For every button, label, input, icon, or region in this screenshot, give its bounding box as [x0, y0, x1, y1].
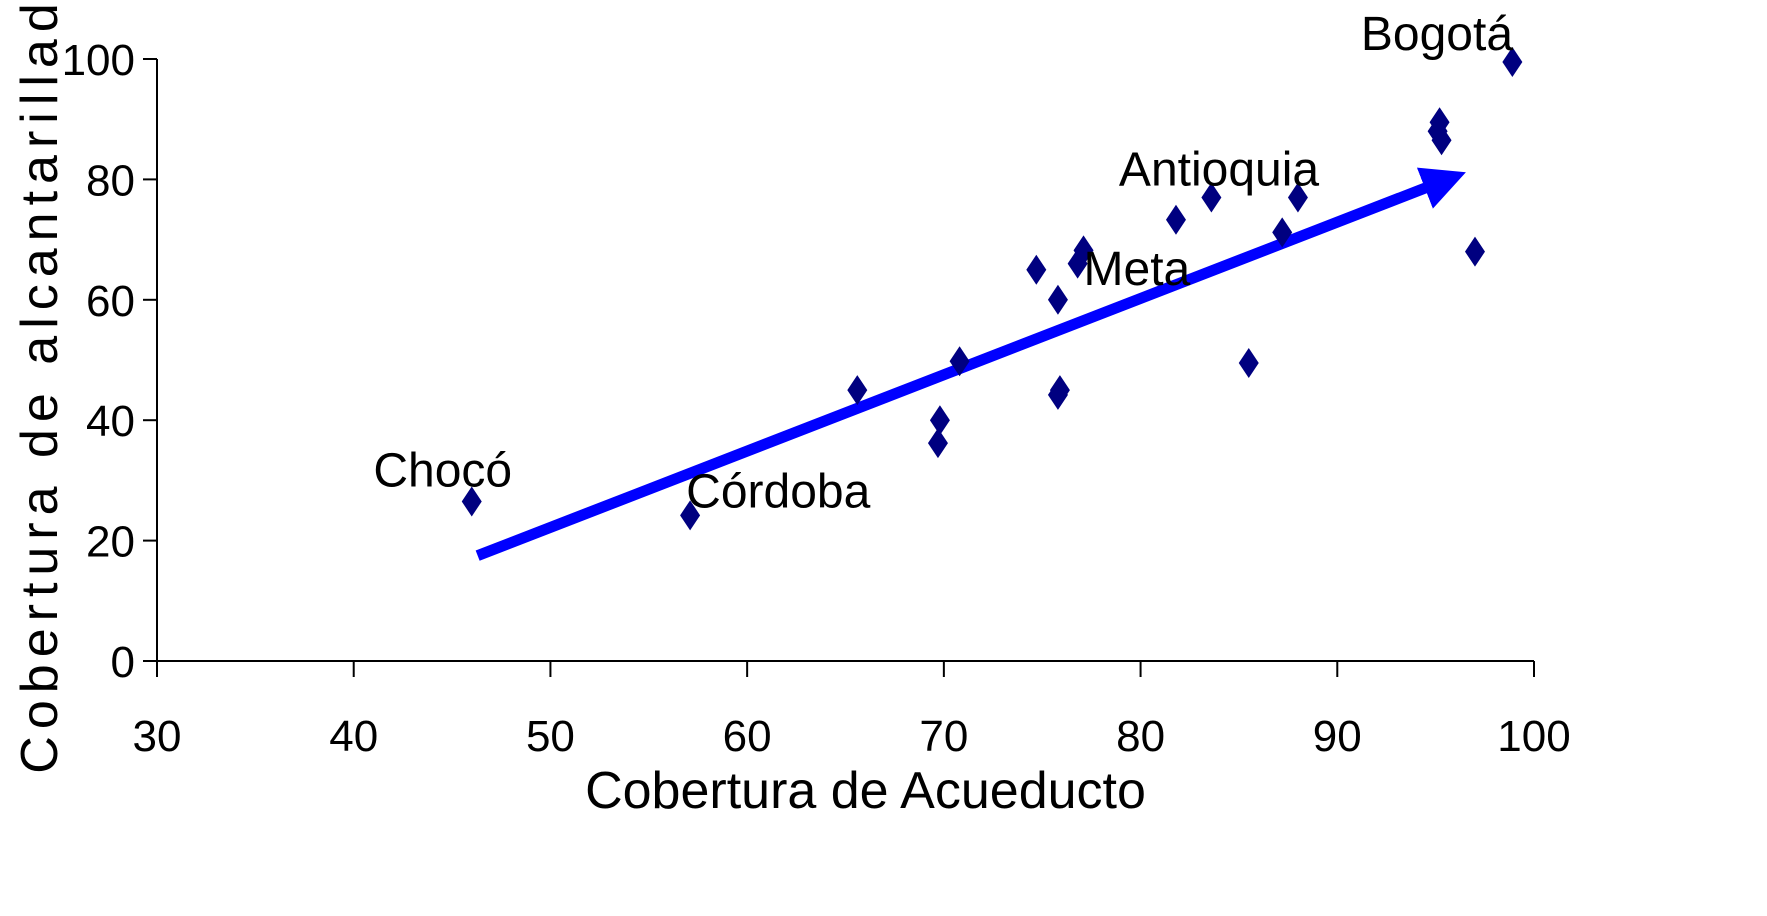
- data-point: [1287, 182, 1308, 213]
- data-point: [847, 375, 868, 406]
- y-tick-label: 100: [62, 36, 135, 85]
- data-point: [1464, 236, 1485, 267]
- x-tick-label: 70: [919, 712, 968, 761]
- data-point: [1502, 47, 1523, 78]
- x-axis-title: Cobertura de Acueducto: [585, 762, 1146, 820]
- data-point: [1238, 348, 1259, 379]
- y-tick-label: 40: [86, 397, 135, 446]
- point-annotation: Bogotá: [1361, 8, 1513, 61]
- x-tick-label: 100: [1497, 712, 1570, 761]
- data-point: [927, 428, 948, 459]
- y-tick-label: 80: [86, 156, 135, 205]
- x-tick-label: 80: [1116, 712, 1165, 761]
- x-tick-label: 40: [329, 712, 378, 761]
- data-point: [949, 346, 970, 377]
- data-point: [1201, 182, 1222, 213]
- y-tick-label: 60: [86, 277, 135, 326]
- data-point: [1047, 379, 1068, 410]
- x-tick-label: 30: [133, 712, 182, 761]
- data-point: [1073, 235, 1094, 266]
- data-point: [1047, 284, 1068, 315]
- x-tick-label: 50: [526, 712, 575, 761]
- x-axis-ticks: 30 40 50 60 70 80 90 100: [133, 661, 1571, 761]
- data-point: [1272, 217, 1293, 248]
- data-point: [1431, 125, 1452, 156]
- x-tick-label: 90: [1313, 712, 1362, 761]
- annotations: Chocó Córdoba Meta Antioquia Bogotá: [373, 8, 1513, 519]
- data-points: [461, 47, 1523, 531]
- data-point: [929, 405, 950, 436]
- point-annotation: Córdoba: [686, 465, 870, 518]
- y-axis-title: Cobertura de alcantarillado: [11, 0, 69, 774]
- y-axis-ticks: 0 20 40 60 80 100: [62, 36, 157, 687]
- data-point: [1026, 254, 1047, 285]
- x-tick-label: 60: [723, 712, 772, 761]
- point-annotation: Antioquia: [1119, 143, 1319, 196]
- point-annotation: Meta: [1084, 243, 1191, 296]
- axes: [156, 59, 1534, 662]
- y-tick-label: 20: [86, 518, 135, 567]
- data-point: [461, 486, 482, 517]
- point-annotation: Chocó: [373, 444, 512, 497]
- y-tick-label: 0: [111, 638, 135, 687]
- data-point: [1165, 204, 1186, 235]
- data-point: [680, 500, 701, 531]
